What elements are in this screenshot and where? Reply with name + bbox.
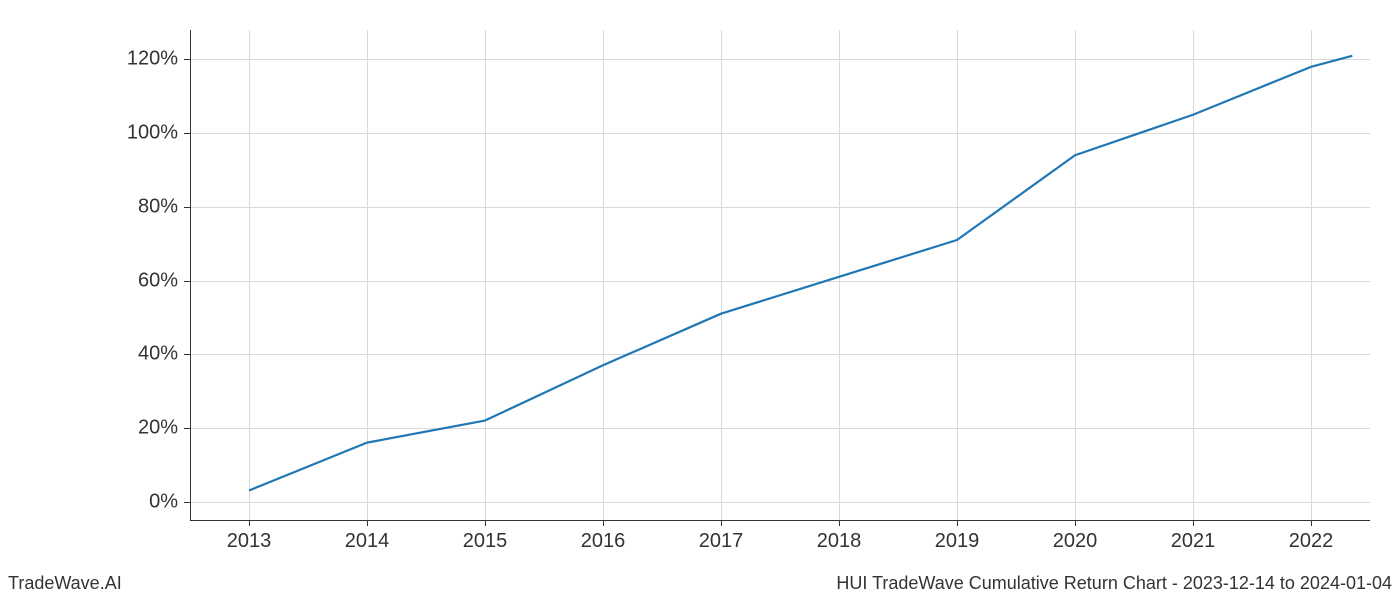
x-tick-label: 2021 [1171, 530, 1216, 553]
footer-right-text: HUI TradeWave Cumulative Return Chart - … [836, 573, 1392, 594]
x-tick-label: 2014 [345, 530, 390, 553]
y-tick-label: 80% [138, 195, 178, 218]
x-tick-label: 2017 [699, 530, 744, 553]
x-tick-label: 2022 [1289, 530, 1334, 553]
y-tick-label: 40% [138, 343, 178, 366]
y-tick-label: 60% [138, 269, 178, 292]
footer-left-text: TradeWave.AI [8, 573, 122, 594]
x-tick-label: 2019 [935, 530, 980, 553]
y-tick-label: 100% [127, 122, 178, 145]
y-tick-label: 120% [127, 48, 178, 71]
x-tick-label: 2016 [581, 530, 626, 553]
axis-spine-left [190, 30, 191, 520]
x-tick-label: 2020 [1053, 530, 1098, 553]
y-tick-label: 20% [138, 416, 178, 439]
series-line-cumulative-return [249, 56, 1352, 491]
x-tick-label: 2013 [227, 530, 272, 553]
line-series-layer [190, 30, 1370, 520]
y-tick-label: 0% [149, 490, 178, 513]
axis-spine-bottom [190, 520, 1370, 521]
x-tick-label: 2015 [463, 530, 508, 553]
chart-container: TradeWave.AI HUI TradeWave Cumulative Re… [0, 0, 1400, 600]
x-tick-label: 2018 [817, 530, 862, 553]
plot-area [190, 30, 1370, 520]
